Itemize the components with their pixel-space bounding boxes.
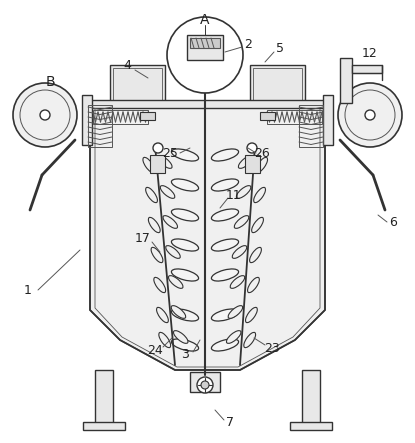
Circle shape xyxy=(365,110,375,120)
Ellipse shape xyxy=(244,332,256,348)
Bar xyxy=(187,35,223,60)
Ellipse shape xyxy=(171,239,199,251)
Ellipse shape xyxy=(211,309,239,321)
Ellipse shape xyxy=(171,339,199,351)
Ellipse shape xyxy=(156,307,168,323)
Ellipse shape xyxy=(168,276,183,288)
Text: 23: 23 xyxy=(264,342,280,354)
Text: 24: 24 xyxy=(147,343,163,357)
Text: 17: 17 xyxy=(135,232,151,245)
Ellipse shape xyxy=(171,306,186,319)
Ellipse shape xyxy=(173,330,188,343)
Ellipse shape xyxy=(211,239,239,251)
Ellipse shape xyxy=(211,149,239,161)
Circle shape xyxy=(247,143,257,153)
Circle shape xyxy=(13,83,77,147)
Text: 7: 7 xyxy=(226,416,234,428)
Ellipse shape xyxy=(149,218,160,233)
Text: 4: 4 xyxy=(123,58,131,71)
Circle shape xyxy=(201,381,209,389)
Bar xyxy=(113,68,162,102)
Ellipse shape xyxy=(230,276,245,288)
Ellipse shape xyxy=(256,157,268,173)
Text: 3: 3 xyxy=(181,349,189,361)
Text: 11: 11 xyxy=(226,189,242,202)
Ellipse shape xyxy=(143,157,155,173)
Bar xyxy=(302,370,320,425)
Bar xyxy=(82,95,92,145)
Text: 25: 25 xyxy=(162,147,178,159)
Ellipse shape xyxy=(171,179,199,191)
Ellipse shape xyxy=(232,245,247,258)
Text: 26: 26 xyxy=(254,147,270,159)
Ellipse shape xyxy=(211,179,239,191)
Ellipse shape xyxy=(211,209,239,221)
Circle shape xyxy=(338,83,402,147)
Bar xyxy=(260,112,275,120)
Ellipse shape xyxy=(238,155,253,168)
Bar xyxy=(190,38,220,48)
Ellipse shape xyxy=(227,330,241,343)
Ellipse shape xyxy=(160,186,175,198)
Ellipse shape xyxy=(236,186,251,198)
Ellipse shape xyxy=(246,307,257,323)
Text: 12: 12 xyxy=(362,47,378,59)
Bar xyxy=(253,68,302,102)
Ellipse shape xyxy=(171,309,199,321)
Ellipse shape xyxy=(248,277,259,293)
Polygon shape xyxy=(90,105,325,370)
Ellipse shape xyxy=(249,247,261,263)
Text: A: A xyxy=(200,13,210,27)
Ellipse shape xyxy=(228,306,243,319)
Bar xyxy=(323,95,333,145)
Bar xyxy=(352,65,382,73)
Ellipse shape xyxy=(146,187,157,202)
Bar xyxy=(290,422,332,430)
Text: 5: 5 xyxy=(276,42,284,54)
Ellipse shape xyxy=(251,218,264,233)
Bar xyxy=(340,58,352,103)
Bar xyxy=(95,370,113,425)
Text: 2: 2 xyxy=(244,38,252,51)
Text: 6: 6 xyxy=(389,215,397,229)
Bar xyxy=(250,65,305,105)
Ellipse shape xyxy=(171,269,199,281)
Bar xyxy=(245,155,260,173)
Bar xyxy=(93,110,148,124)
Ellipse shape xyxy=(211,339,239,351)
Ellipse shape xyxy=(211,269,239,281)
Bar xyxy=(88,105,112,147)
Circle shape xyxy=(40,110,50,120)
Bar xyxy=(150,155,165,173)
Ellipse shape xyxy=(163,216,178,229)
Bar xyxy=(190,372,220,392)
Ellipse shape xyxy=(151,247,163,263)
Ellipse shape xyxy=(154,277,166,293)
Ellipse shape xyxy=(166,245,180,258)
Bar xyxy=(267,110,322,124)
Ellipse shape xyxy=(171,149,199,161)
Bar xyxy=(83,422,125,430)
Text: 1: 1 xyxy=(24,284,32,296)
Circle shape xyxy=(167,17,243,93)
Circle shape xyxy=(197,377,213,393)
Bar xyxy=(90,100,325,108)
Bar xyxy=(110,65,165,105)
Text: B: B xyxy=(45,75,55,89)
Circle shape xyxy=(153,143,163,153)
Ellipse shape xyxy=(171,209,199,221)
Bar xyxy=(299,105,323,147)
Ellipse shape xyxy=(158,155,172,168)
Ellipse shape xyxy=(234,216,249,229)
Ellipse shape xyxy=(254,187,266,202)
Ellipse shape xyxy=(159,332,171,348)
Bar xyxy=(140,112,155,120)
